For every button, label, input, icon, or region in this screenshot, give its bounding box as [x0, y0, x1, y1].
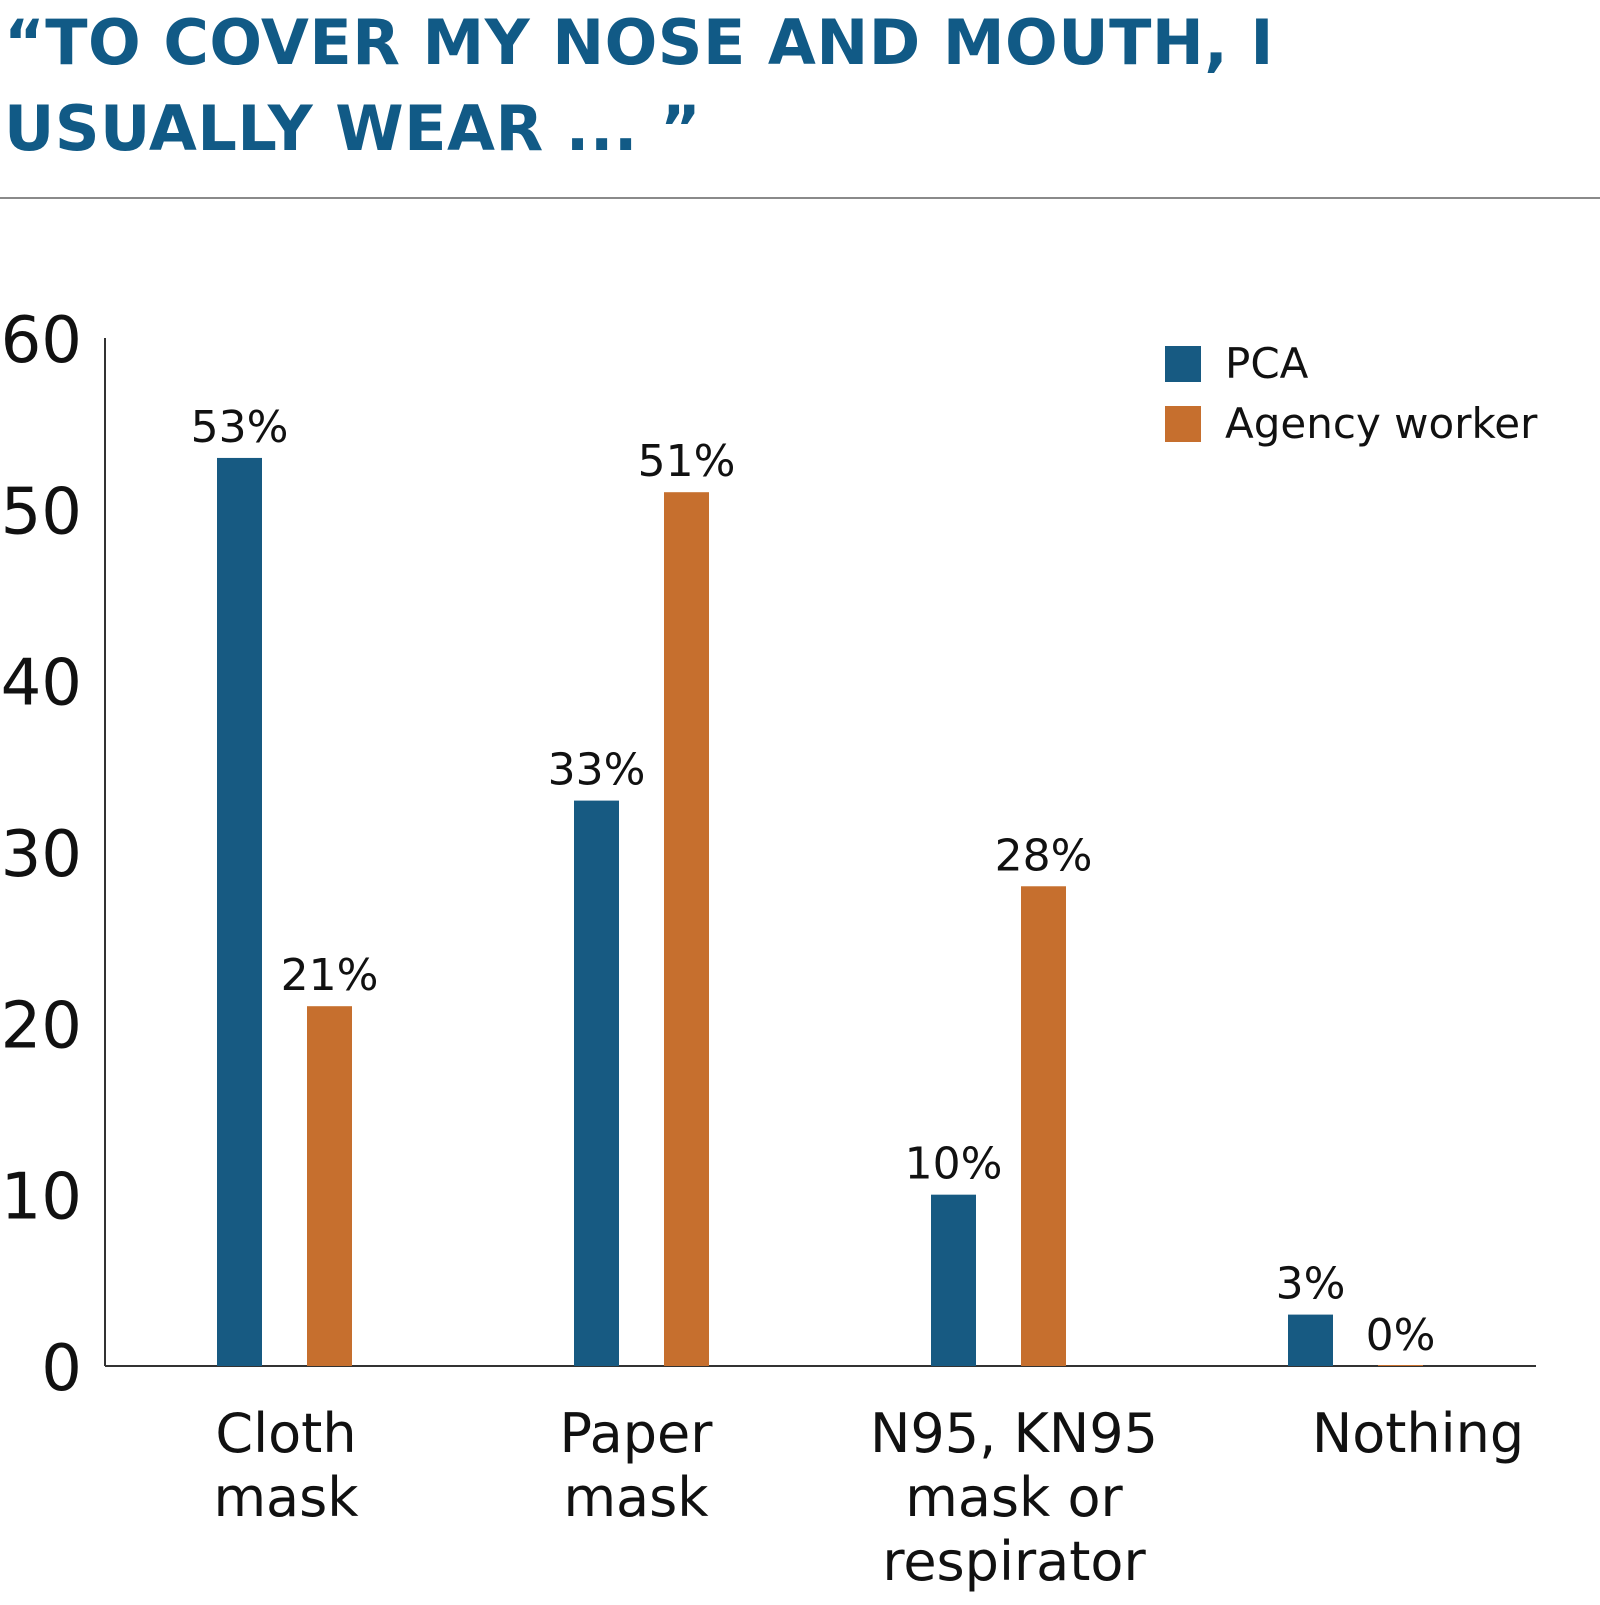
x-category-label-line: Nothing: [1312, 1402, 1524, 1465]
x-category-label: Cloth mask: [213, 1402, 359, 1529]
bar-value-labels: 53% 33% 10% 3% 21% 51% 28% 0%: [191, 402, 1436, 1361]
y-tick-label: 30: [1, 818, 82, 892]
bar: [1021, 886, 1066, 1366]
bars: [217, 457, 1423, 1366]
y-tick-labels: 0 10 20 30 40 50 60: [1, 304, 82, 1406]
legend-swatch: [1165, 346, 1201, 382]
bar: [664, 492, 709, 1366]
x-category-label-line: mask: [213, 1466, 359, 1529]
bar: [307, 1006, 352, 1366]
bar-value-label: 3%: [1276, 1259, 1346, 1310]
legend-label: Agency worker: [1225, 399, 1538, 448]
x-category-label: Nothing: [1312, 1402, 1524, 1465]
legend-label: PCA: [1225, 339, 1309, 388]
title-divider: [0, 197, 1600, 199]
y-tick-label: 60: [1, 304, 82, 378]
bar-value-label: 21%: [281, 950, 379, 1001]
y-tick-label: 10: [1, 1161, 82, 1235]
x-category-label-line: respirator: [882, 1530, 1146, 1593]
legend: PCA Agency worker: [1165, 339, 1538, 448]
bar: [1288, 1314, 1333, 1366]
y-tick-label: 20: [1, 989, 82, 1063]
x-category-label-line: Cloth: [215, 1402, 356, 1465]
y-tick-label: 50: [1, 475, 82, 549]
x-category-label: N95, KN95 mask or respirator: [870, 1402, 1158, 1593]
y-tick-label: 40: [1, 647, 82, 721]
x-category-label-line: Paper: [560, 1402, 714, 1465]
bar: [574, 800, 619, 1366]
bar-value-label: 53%: [191, 402, 289, 453]
legend-swatch: [1165, 406, 1201, 442]
x-category-label-line: mask or: [905, 1466, 1123, 1529]
x-category-label: Paper mask: [560, 1402, 714, 1529]
bar: [931, 1194, 976, 1366]
bar: [1378, 1365, 1423, 1366]
bar: [217, 457, 262, 1366]
x-category-label-line: N95, KN95: [870, 1402, 1158, 1465]
chart-title: “TO COVER MY NOSE AND MOUTH, I USUALLY W…: [4, 6, 1274, 165]
bar-value-label: 0%: [1366, 1310, 1436, 1361]
bar-value-label: 51%: [638, 436, 736, 487]
x-category-label-line: mask: [563, 1466, 709, 1529]
y-tick-label: 0: [41, 1332, 82, 1406]
bar-value-label: 28%: [995, 830, 1093, 881]
bar-value-label: 33%: [548, 745, 646, 796]
bar-value-label: 10%: [905, 1139, 1003, 1190]
